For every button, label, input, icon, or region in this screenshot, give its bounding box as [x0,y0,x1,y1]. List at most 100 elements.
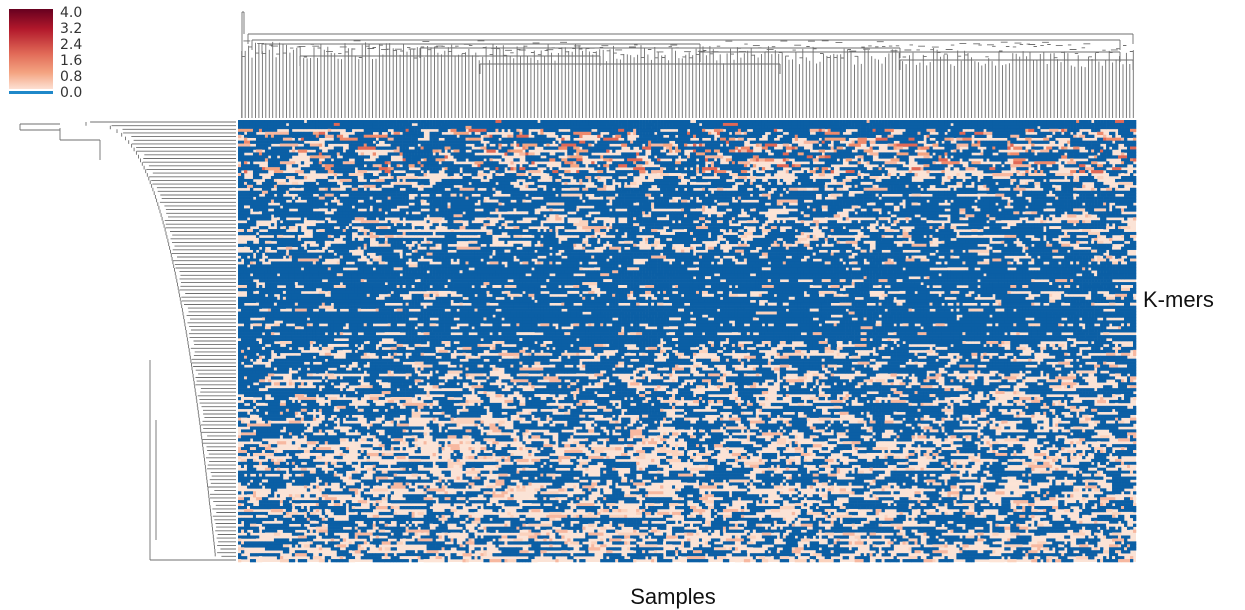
heatmap-cell [489,231,493,236]
heatmap-cell [761,143,766,147]
heatmap-cell [477,214,487,218]
heatmap-cell [238,120,242,124]
heatmap-cell [405,134,412,138]
heatmap-cell [833,190,843,194]
heatmap-cell [273,214,278,218]
heatmap-cell [651,140,664,144]
heatmap-cell [863,211,867,215]
heatmap-cell [944,137,951,141]
heatmap-cell [695,178,700,183]
heatmap-cell [540,120,544,124]
heatmap-cell [414,173,424,177]
heatmap-cell [830,170,834,174]
heatmap-cell [345,190,356,194]
heatmap-cell [399,149,403,153]
heatmap-cell [507,149,511,153]
heatmap-cell [561,120,565,124]
heatmap-cell [827,152,834,156]
heatmap-cell [390,237,403,242]
heatmap-cell [585,152,589,156]
heatmap-cell [899,220,903,224]
heatmap-cell [238,170,242,174]
heatmap-cell [528,202,535,206]
heatmap-cell [902,155,906,159]
heatmap-cell [639,202,643,206]
heatmap-cell [959,131,966,136]
heatmap-cell [525,128,529,133]
heatmap-cell [1097,137,1104,141]
heatmap-cell [773,122,781,127]
heatmap-cell [881,234,885,239]
heatmap-cell [1058,152,1065,156]
heatmap-cell [681,217,688,221]
heatmap-cell [462,184,466,189]
heatmap-cell [525,175,529,180]
heatmap-cell [390,181,394,186]
heatmap-cell [474,181,484,186]
heatmap-cell [869,184,873,189]
heatmap-cell [902,211,906,215]
heatmap-cell [420,120,427,124]
heatmap-cell [782,181,787,186]
heatmap-cell [288,122,296,127]
heatmap-cell [648,170,652,174]
heatmap-cell [893,231,897,236]
heatmap-cell [540,193,544,197]
heatmap-cell [878,217,888,221]
heatmap-cell [678,231,691,236]
heatmap-cell [1043,164,1047,168]
heatmap-cell [294,234,299,239]
heatmap-cell [887,122,891,127]
heatmap-cell [282,155,287,159]
heatmap-cell [666,122,670,127]
heatmap-cell [1109,196,1113,200]
heatmap-cell [402,193,409,197]
heatmap-cell [465,217,475,221]
heatmap-cell [318,152,323,156]
heatmap-cell [600,167,604,171]
heatmap-cell [1118,229,1125,233]
heatmap-cell [692,167,697,171]
heatmap-cell [687,173,697,177]
heatmap-cell [1127,205,1131,209]
heatmap-cell [507,143,511,147]
heatmap-cell [944,223,948,227]
heatmap-cell [315,223,323,227]
heatmap-cell [824,170,831,174]
heatmap-cell [1091,229,1104,233]
heatmap-cell [1097,181,1104,186]
heatmap-cell [345,229,353,233]
heatmap-cell [1007,143,1011,147]
heatmap-cell [639,134,643,138]
heatmap-cell [785,205,790,209]
heatmap-cell [1025,137,1032,141]
heatmap-cell [719,149,730,153]
heatmap-cell [372,202,376,206]
heatmap-cell [983,122,993,127]
heatmap-cell [453,175,463,180]
heatmap-cell [995,217,999,221]
heatmap-cell [902,196,912,200]
heatmap-cell [710,125,715,130]
heatmap-cell [630,202,634,206]
heatmap-cell [687,158,694,162]
heatmap-cell [1049,217,1053,221]
heatmap-cell [495,122,499,127]
heatmap-cell [363,143,368,147]
heatmap-cell [636,202,640,206]
heatmap-cell [719,234,724,239]
heatmap-cell [297,220,305,224]
heatmap-cell [495,214,499,218]
heatmap-cell [1055,208,1059,212]
heatmap-cell [983,140,987,144]
heatmap-cell [540,199,544,203]
heatmap-cell [516,143,520,147]
heatmap-cell [1106,184,1110,189]
heatmap-cell [1133,140,1137,144]
heatmap-cell [1070,214,1077,218]
heatmap-cell [1097,164,1104,168]
heatmap-cell [558,217,562,221]
heatmap-cell [1013,187,1026,192]
heatmap-cell [767,120,772,124]
heatmap-cell [800,178,805,183]
